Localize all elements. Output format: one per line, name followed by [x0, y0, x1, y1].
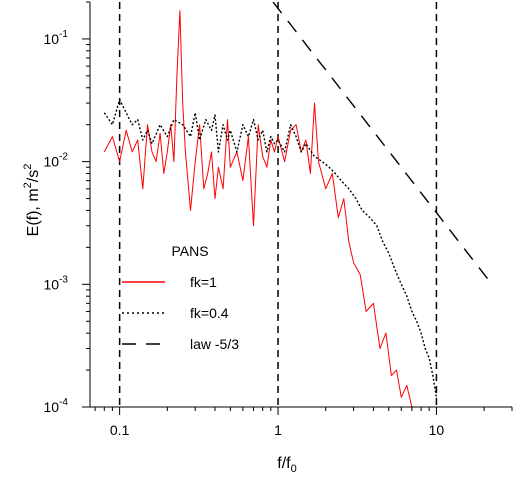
- series-0-line: [103, 10, 413, 407]
- x-axis-title: f/f0: [277, 455, 296, 475]
- x-tick-label: 0.1: [110, 422, 130, 438]
- y-tick-label: 10-3: [44, 274, 69, 292]
- y-tick-label: 10-1: [44, 29, 69, 47]
- legend: PANS fk=1 fk=0.4 law -5/3: [122, 243, 239, 352]
- legend-label-fk1: fk=1: [190, 274, 217, 290]
- x-tick-label: 1: [274, 422, 282, 438]
- axes: [82, 1, 513, 415]
- series-1-line: [103, 98, 438, 398]
- legend-title: PANS: [171, 243, 208, 259]
- y-tick-label: 10-2: [44, 152, 69, 170]
- legend-label-law: law -5/3: [190, 336, 239, 352]
- y-tick-label: 10-4: [44, 397, 69, 415]
- y-axis-title: E(f), m2/s2: [22, 164, 42, 237]
- series-layer: [103, 2, 492, 407]
- tick-labels: 0.1 1 10 10-1 10-2 10-3 10-4: [44, 29, 445, 438]
- legend-label-fk04: fk=0.4: [190, 305, 229, 321]
- x-tick-label: 10: [429, 422, 445, 438]
- series-2-line: [272, 2, 492, 284]
- frequency-reference-lines: [118, 2, 438, 407]
